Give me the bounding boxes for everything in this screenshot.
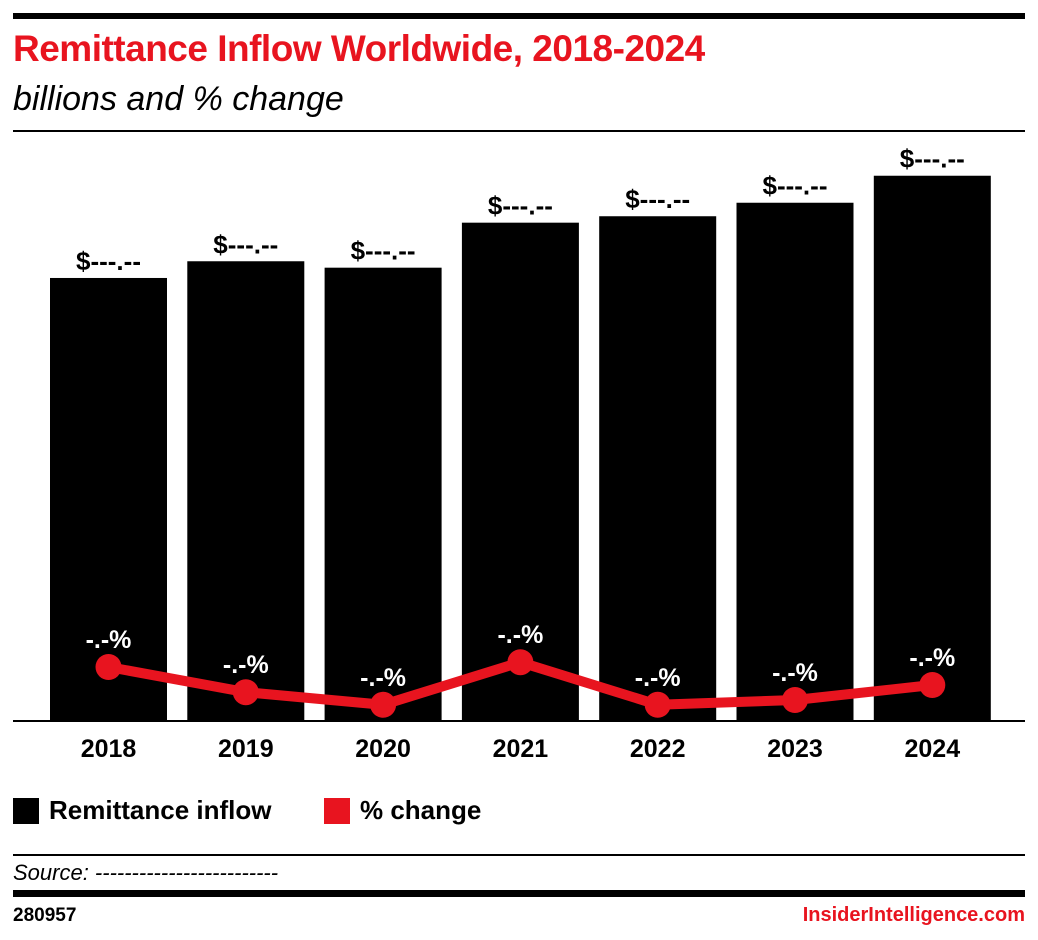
percent-point — [644, 691, 671, 718]
legend-item-change: % change — [324, 795, 481, 826]
percent-label: -.-% — [635, 664, 681, 692]
x-tick-label: 2021 — [493, 735, 549, 763]
legend-swatch-black — [13, 797, 39, 824]
percent-point — [919, 672, 946, 698]
percent-label: -.-% — [497, 621, 543, 649]
brand-link[interactable]: InsiderIntelligence.com — [802, 904, 1025, 926]
source-note: Source: ------------------------- — [13, 860, 279, 885]
bar-2023 — [736, 202, 854, 721]
percent-point — [507, 649, 534, 676]
bar-value-label: $---.-- — [213, 229, 278, 259]
header-divider — [13, 130, 1025, 132]
legend-label: Remittance inflow — [49, 795, 272, 825]
percent-label: -.-% — [909, 644, 955, 672]
chart-title: Remittance Inflow Worldwide, 2018-2024 — [13, 28, 705, 69]
footer-rule — [13, 890, 1025, 897]
x-tick-label: 2018 — [81, 735, 137, 763]
chart-subtitle: billions and % change — [13, 80, 344, 118]
top-rule — [13, 13, 1025, 19]
percent-point — [370, 691, 397, 718]
bar-2018 — [50, 277, 167, 721]
bar-2021 — [461, 222, 579, 722]
percent-point — [232, 679, 259, 706]
chart-id: 280957 — [13, 905, 77, 926]
bar-2024 — [873, 175, 991, 722]
footer-divider — [13, 854, 1025, 856]
bar-value-label: $---.-- — [900, 144, 965, 174]
x-tick-label: 2020 — [355, 735, 411, 763]
legend-swatch-red — [324, 797, 350, 824]
bar-value-label: $---.-- — [763, 171, 828, 201]
x-tick-label: 2024 — [904, 735, 960, 763]
percent-label: -.-% — [772, 659, 818, 687]
percent-label: -.-% — [360, 664, 406, 692]
bar-2022 — [599, 216, 717, 721]
x-tick-label: 2023 — [767, 735, 823, 763]
x-tick-label: 2019 — [218, 735, 274, 763]
percent-label: -.-% — [223, 651, 269, 679]
legend-label: % change — [360, 795, 482, 825]
bar-value-label: $---.-- — [76, 246, 141, 276]
percent-point — [95, 654, 122, 680]
legend-item-remittance: Remittance inflow — [13, 795, 271, 826]
bar-value-label: $---.-- — [351, 236, 416, 266]
bar-value-label: $---.-- — [625, 184, 690, 214]
percent-point — [782, 687, 808, 713]
bar-2020 — [324, 267, 442, 721]
plot-area: $---.-- 2018 $---.-- 2019 $---.-- 2020 $---.--… — [13, 144, 1025, 763]
bar-value-label: $---.-- — [488, 191, 553, 221]
x-tick-label: 2022 — [630, 735, 686, 763]
percent-label: -.-% — [86, 626, 132, 654]
bar-2019 — [187, 261, 305, 721]
